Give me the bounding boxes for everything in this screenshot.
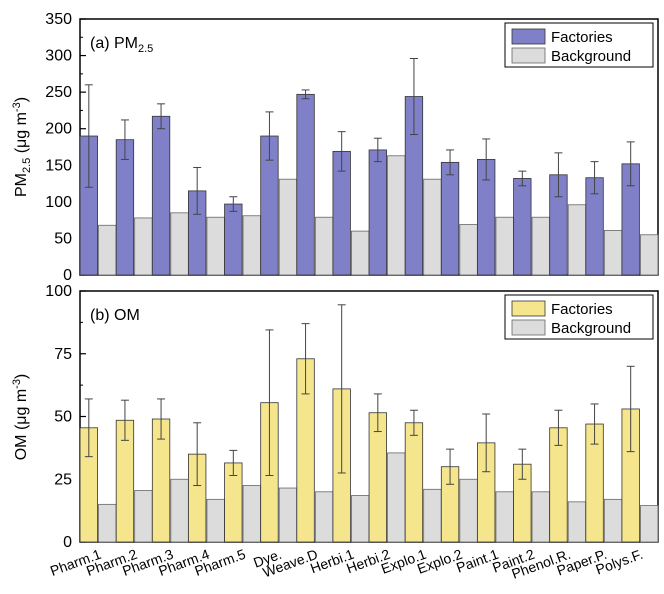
om-bar-factories	[404, 422, 424, 543]
om-ytick-label: 0	[63, 534, 72, 551]
om-bar-background	[351, 495, 370, 543]
pm25-bar-factories	[115, 139, 135, 276]
om-bar-background	[98, 503, 117, 543]
pm25-bar-factories	[151, 115, 171, 276]
om-bar-background	[640, 505, 659, 543]
pm25-ylabel: PM2.5 (μg m-3)	[11, 97, 33, 197]
om-ytick-label: 100	[45, 283, 72, 300]
pm25-ytick-label: 350	[45, 11, 72, 28]
pm25-bar-background	[567, 204, 587, 276]
pm25-bar-factories	[368, 149, 387, 276]
om-ytick-label: 50	[54, 409, 72, 426]
om-ylabel: OM (μg m-3)	[11, 374, 30, 461]
pm25-ylabel-mid: (μg m	[13, 112, 30, 158]
pm25-ytick-label: 0	[63, 267, 72, 284]
om-legend-swatch-background	[511, 319, 546, 336]
pm25-bar-factories	[513, 178, 532, 276]
om-bar-background	[134, 490, 153, 543]
pm25-bar-background	[423, 178, 442, 276]
pm25-bar-background	[603, 229, 623, 276]
pm25-bar-background	[278, 178, 298, 276]
pm25-panel-label-text: (a) PM	[90, 35, 138, 52]
om-bar-background	[170, 478, 189, 543]
om-bar-background	[495, 491, 514, 543]
pm25-bar-factories	[224, 203, 243, 276]
om-legend-label-factories: Factories	[551, 301, 613, 318]
pm25-bar-factories	[296, 93, 315, 276]
om-legend-label-background: Background	[551, 320, 631, 337]
pm25-bar-background	[98, 224, 117, 276]
om-bar-background	[206, 498, 225, 543]
pm25-legend-label-background: Background	[551, 48, 631, 65]
om-ylabel-text: OM (μg m	[13, 389, 30, 460]
pm25-bar-background	[170, 212, 189, 276]
om-bar-background	[603, 498, 623, 543]
pm25-ytick-label: 150	[45, 157, 72, 174]
om-ylabel-close: )	[13, 374, 30, 379]
pm25-ytick-label: 200	[45, 121, 72, 138]
om-ylabel-exp: -3	[11, 379, 23, 389]
pm25-ytick-label: 50	[54, 230, 72, 247]
om-bar-background	[567, 501, 587, 543]
pm25-bar-background	[495, 216, 514, 276]
om-bar-background	[423, 488, 442, 543]
pm25-ylabel-exp: -3	[11, 102, 23, 112]
om-bar-background	[459, 478, 478, 543]
om-bar-background	[387, 452, 406, 543]
om-panel-label: (b) OM	[90, 307, 140, 324]
pm25-bar-background	[206, 216, 225, 276]
pm25-bar-background	[531, 216, 550, 276]
om-bar-factories	[368, 412, 387, 543]
pm25-bar-factories	[440, 161, 460, 276]
pm25-legend-swatch-factories	[511, 28, 546, 45]
om-ytick-label: 25	[54, 471, 72, 488]
om-ytick-label: 75	[54, 346, 72, 363]
pm25-ytick-label: 300	[45, 48, 72, 65]
pm25-bar-background	[640, 234, 659, 276]
pm25-ylabel-close: )	[13, 97, 30, 102]
pm25-bar-background	[314, 216, 334, 276]
pm25-ylabel-sub: 2.5	[21, 158, 33, 173]
pm25-ytick-label: 250	[45, 84, 72, 101]
pm25-panel: 0 50 100 150 200 250 300 350 Factories Background…	[11, 11, 659, 284]
pm25-bar-background	[387, 155, 406, 276]
pm25-legend-swatch-background	[511, 47, 546, 64]
om-panel: 0 25 50 75 100 Factories Background (b) OM OM (μ…	[11, 283, 659, 551]
om-bar-background	[531, 491, 550, 543]
om-bar-background	[314, 491, 334, 543]
pm25-panel-label: (a) PM2.5	[90, 35, 153, 55]
om-legend-swatch-factories	[511, 300, 546, 317]
pm25-bar-background	[351, 230, 370, 276]
pm25-panel-label-sub: 2.5	[138, 43, 153, 55]
om-bar-background	[242, 485, 261, 543]
om-bar-background	[278, 487, 298, 543]
pm25-ylabel-text: PM	[13, 173, 30, 197]
pm25-bar-background	[242, 215, 261, 276]
pm25-ytick-label: 100	[45, 194, 72, 211]
pm25-bar-background	[459, 224, 478, 276]
pm25-bar-background	[134, 217, 153, 276]
pm25-legend-label-factories: Factories	[551, 29, 613, 46]
